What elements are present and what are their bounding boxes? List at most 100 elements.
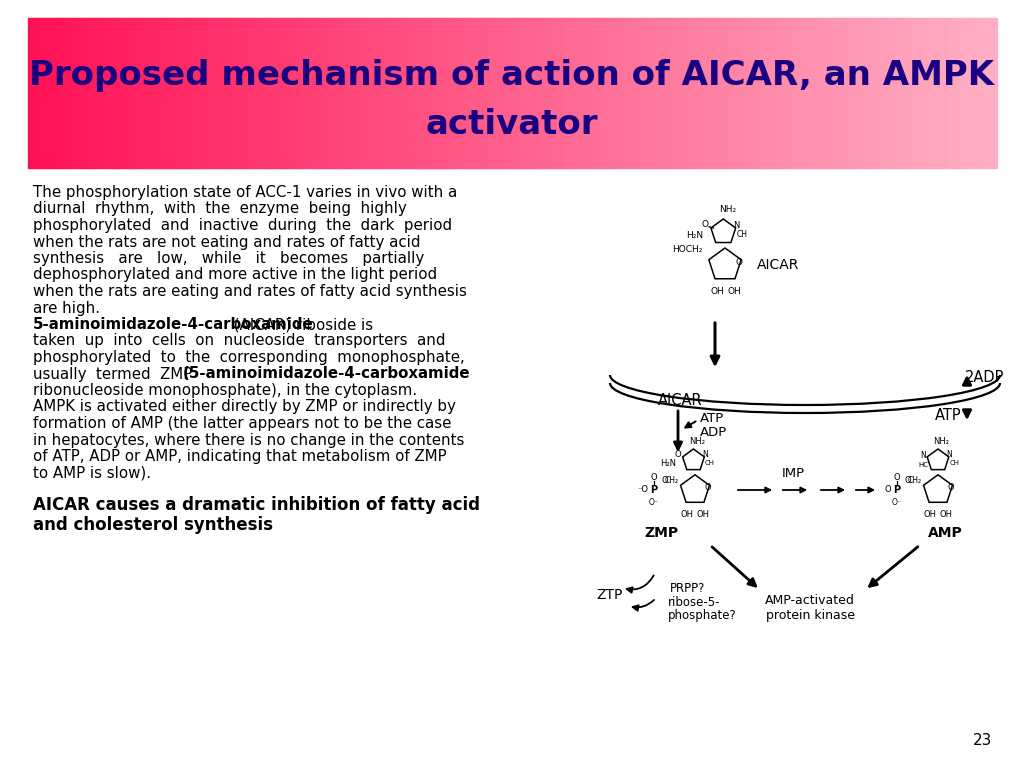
Bar (290, 18, 294, 168)
Bar (905, 18, 910, 168)
Bar (409, 18, 413, 168)
Bar (399, 18, 403, 168)
Bar (880, 18, 884, 168)
Text: NH₂: NH₂ (689, 436, 705, 445)
Bar (893, 18, 897, 168)
Bar (754, 18, 758, 168)
Bar (731, 18, 735, 168)
Bar (496, 18, 500, 168)
Text: N: N (946, 450, 952, 459)
Bar (989, 18, 993, 168)
Bar (454, 18, 458, 168)
Bar (841, 18, 846, 168)
Text: O: O (894, 473, 900, 482)
Bar (680, 18, 684, 168)
Bar (541, 18, 545, 168)
Bar (767, 18, 771, 168)
Bar (938, 18, 942, 168)
Bar (109, 18, 113, 168)
Text: OH: OH (681, 510, 694, 519)
Text: OH: OH (727, 287, 741, 296)
Bar (686, 18, 690, 168)
Bar (402, 18, 407, 168)
Bar (928, 18, 933, 168)
Bar (489, 18, 494, 168)
Text: ZTP: ZTP (597, 588, 624, 602)
Text: H₂N: H₂N (660, 459, 677, 468)
Bar (464, 18, 468, 168)
Bar (444, 18, 449, 168)
Bar (909, 18, 913, 168)
Bar (922, 18, 926, 168)
Bar (383, 18, 387, 168)
Text: dephosphorylated and more active in the light period: dephosphorylated and more active in the … (33, 267, 437, 283)
Bar (347, 18, 351, 168)
Bar (461, 18, 465, 168)
Bar (870, 18, 874, 168)
Bar (273, 18, 278, 168)
Bar (83, 18, 87, 168)
Bar (728, 18, 732, 168)
Text: AMP: AMP (928, 527, 963, 541)
Text: O: O (705, 483, 712, 492)
Bar (44, 18, 48, 168)
Bar (941, 18, 945, 168)
Bar (761, 18, 765, 168)
Bar (644, 18, 648, 168)
Bar (322, 18, 326, 168)
Bar (980, 18, 984, 168)
Text: 23: 23 (973, 733, 992, 748)
Text: ⁻O: ⁻O (638, 485, 649, 495)
Bar (780, 18, 784, 168)
Bar (263, 18, 267, 168)
Bar (531, 18, 536, 168)
Text: O: O (736, 258, 743, 267)
Bar (961, 18, 965, 168)
Bar (89, 18, 93, 168)
Text: to AMP is slow).: to AMP is slow). (33, 465, 151, 481)
Text: AICAR: AICAR (758, 258, 800, 272)
Bar (241, 18, 245, 168)
Bar (696, 18, 700, 168)
Bar (954, 18, 958, 168)
Bar (573, 18, 578, 168)
Text: phosphorylated  to  the  corresponding  monophosphate,: phosphorylated to the corresponding mono… (33, 350, 465, 365)
Bar (964, 18, 968, 168)
Text: OH: OH (696, 510, 709, 519)
Bar (577, 18, 581, 168)
Bar (38, 18, 42, 168)
Bar (231, 18, 236, 168)
Bar (670, 18, 675, 168)
Bar (951, 18, 955, 168)
Text: AMPK is activated either directly by ZMP or indirectly by: AMPK is activated either directly by ZMP… (33, 399, 456, 415)
Bar (151, 18, 155, 168)
Bar (412, 18, 416, 168)
Bar (657, 18, 662, 168)
Text: N: N (702, 450, 708, 459)
Bar (438, 18, 442, 168)
Bar (312, 18, 316, 168)
Text: (AICAR) riboside is: (AICAR) riboside is (229, 317, 373, 332)
Bar (993, 18, 997, 168)
Bar (818, 18, 822, 168)
Bar (115, 18, 120, 168)
Text: 5-aminoimidazole-4-carboxamide: 5-aminoimidazole-4-carboxamide (33, 317, 313, 332)
Bar (73, 18, 78, 168)
Text: NH₂: NH₂ (934, 436, 949, 445)
Bar (476, 18, 480, 168)
Bar (364, 18, 368, 168)
Bar (570, 18, 574, 168)
Text: HOCH₂: HOCH₂ (672, 245, 702, 254)
Bar (554, 18, 558, 168)
Bar (276, 18, 281, 168)
Bar (738, 18, 742, 168)
Bar (203, 18, 207, 168)
Text: O⁻: O⁻ (649, 498, 658, 507)
Bar (77, 18, 81, 168)
Bar (854, 18, 858, 168)
Bar (919, 18, 923, 168)
Bar (609, 18, 613, 168)
Bar (667, 18, 671, 168)
Bar (470, 18, 474, 168)
Bar (270, 18, 274, 168)
